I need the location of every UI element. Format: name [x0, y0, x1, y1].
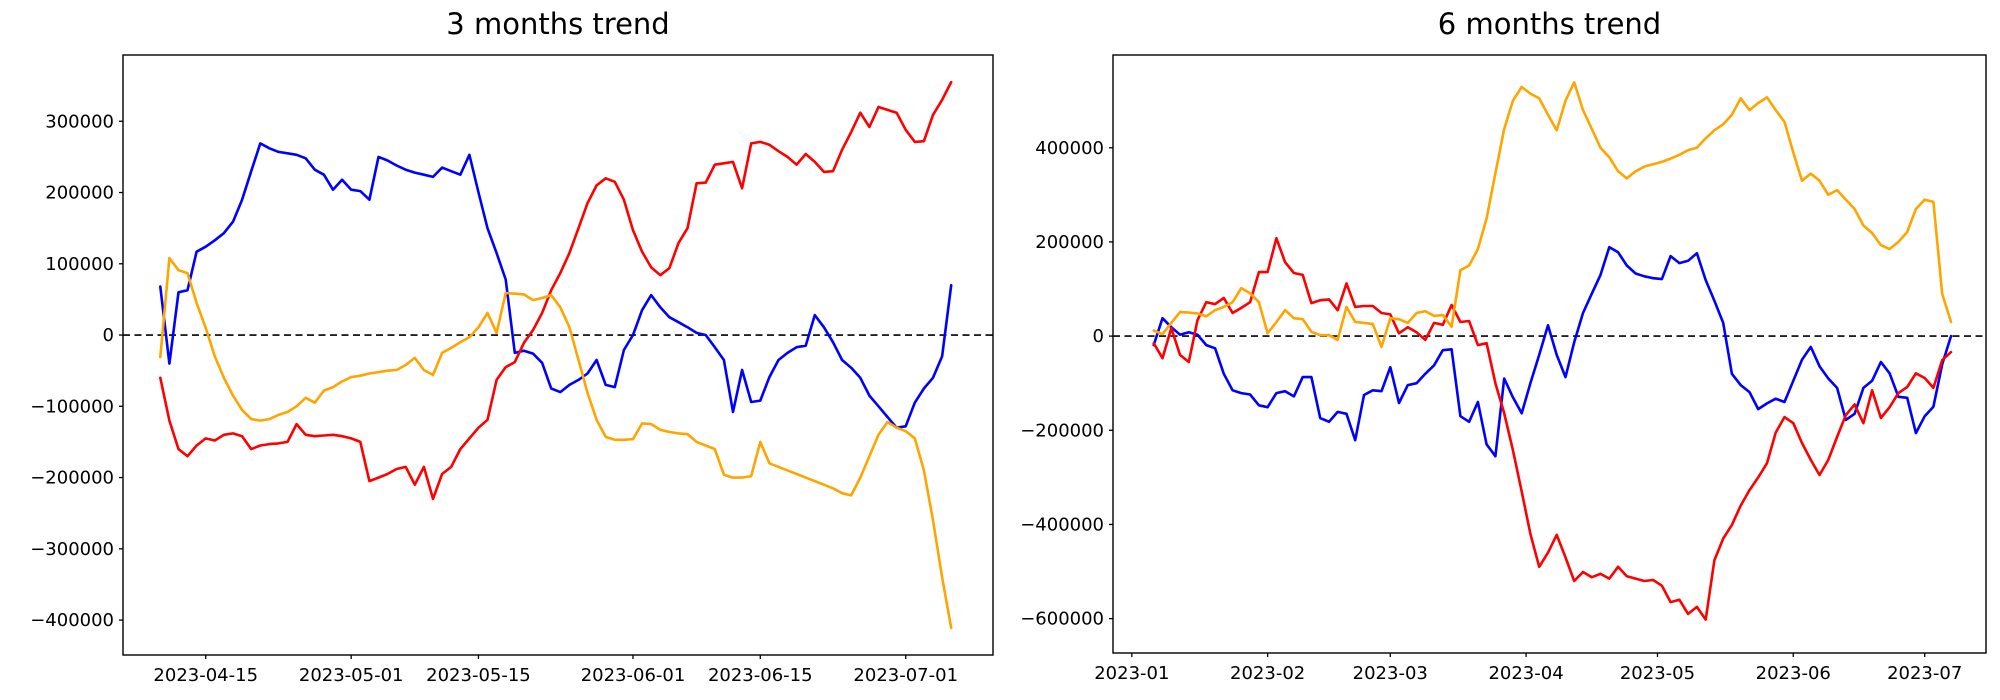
plot-border: [122, 54, 994, 656]
series-line-orange: [159, 256, 953, 630]
y-tick-label: −200000: [1020, 420, 1104, 441]
chart-title-6-months: 6 months trend: [1437, 7, 1662, 41]
x-tick-label: 2023-06-15: [708, 665, 813, 686]
x-tick-label: 2023-04: [1488, 663, 1563, 684]
x-tick-label: 2023-01: [1094, 663, 1169, 684]
x-tick-label: 2023-02: [1230, 663, 1305, 684]
x-tick-label: 2023-05-15: [426, 665, 531, 686]
series-line-red: [1152, 236, 1953, 621]
y-tick-label: −600000: [1020, 609, 1104, 630]
series-line-orange: [1152, 81, 1953, 349]
x-tick-label: 2023-03: [1353, 663, 1428, 684]
x-tick-label: 2023-05: [1620, 663, 1695, 684]
y-tick-label: 0: [103, 325, 114, 346]
y-tick-label: −400000: [1020, 514, 1104, 535]
series-line-blue: [159, 142, 953, 430]
y-tick-label: 300000: [45, 111, 114, 132]
x-tick-label: 2023-07: [1887, 663, 1962, 684]
plot-border: [1112, 54, 1987, 654]
y-tick-label: −200000: [30, 468, 114, 489]
y-tick-label: 0: [1093, 326, 1104, 347]
x-tick-label: 2023-06-01: [581, 665, 686, 686]
chart-title-3-months: 3 months trend: [446, 7, 670, 41]
y-tick-label: 200000: [1035, 232, 1104, 253]
x-tick-label: 2023-07-01: [853, 665, 958, 686]
x-tick-label: 2023-05-01: [299, 665, 404, 686]
y-tick-label: −400000: [30, 610, 114, 631]
y-tick-label: 400000: [1035, 138, 1104, 159]
y-tick-label: −300000: [30, 539, 114, 560]
y-tick-label: 200000: [45, 183, 114, 204]
x-tick-label: 2023-06: [1756, 663, 1831, 684]
y-tick-label: −100000: [30, 396, 114, 417]
y-tick-label: 100000: [45, 254, 114, 275]
series-line-blue: [1152, 245, 1953, 458]
x-tick-label: 2023-04-15: [153, 665, 258, 686]
series-line-red: [159, 80, 953, 501]
